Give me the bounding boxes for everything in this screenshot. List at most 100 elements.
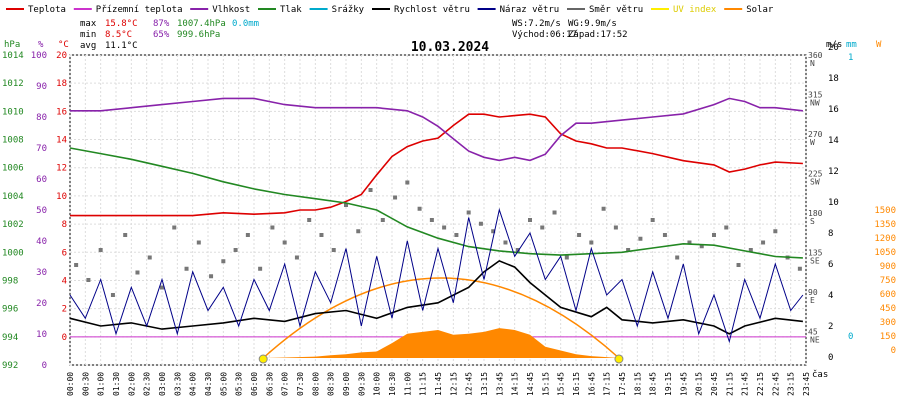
x-tick-label: 11:00 xyxy=(403,372,412,396)
wind-dir-point xyxy=(429,218,434,222)
legend-label-4: Srážky xyxy=(332,5,365,15)
uv-marker-1 xyxy=(614,354,624,364)
wind-dir-tick-label: NE xyxy=(810,336,820,345)
legend-label-2: Vlhkost xyxy=(212,5,250,15)
solar-tick: 300 xyxy=(880,318,896,328)
wind-dir-tick-label: E xyxy=(810,296,815,305)
rain-unit: mm xyxy=(846,40,857,50)
wind-dir-point xyxy=(564,255,569,260)
x-tick-label: 21:45 xyxy=(741,372,750,396)
solar-unit: W xyxy=(876,40,882,50)
humidity-tick: 90 xyxy=(36,82,47,92)
legend-label-7: Směr větru xyxy=(589,5,643,15)
temperature-tick: 8 xyxy=(62,220,67,230)
temperature-tick: 6 xyxy=(62,248,67,258)
wind-dir-point xyxy=(393,195,398,200)
wind-dir-point xyxy=(577,233,582,237)
pressure-tick: 1010 xyxy=(2,107,24,117)
wind-dir-point xyxy=(344,203,348,207)
wind-dir-point xyxy=(797,266,802,271)
wind-dir-tick-label: W xyxy=(810,138,815,147)
wind-dir-point xyxy=(307,218,312,222)
wind-dir-point xyxy=(662,233,667,237)
x-tick-label: 14:15 xyxy=(511,372,520,396)
x-tick-label: 13:45 xyxy=(495,372,504,396)
pressure-tick: 1002 xyxy=(2,220,24,230)
x-tick-label: 15:45 xyxy=(557,372,566,396)
wind-dir-tick-value: 45 xyxy=(808,328,818,337)
wind-dir-point xyxy=(233,248,238,252)
x-tick-label: 09:30 xyxy=(357,372,366,396)
x-tick-label: 18:15 xyxy=(633,372,642,396)
wind-speed-tick: 12 xyxy=(828,167,839,177)
wind-dir-point xyxy=(712,233,716,237)
solar-tick: 0 xyxy=(891,346,896,356)
wind-dir-point xyxy=(135,270,140,275)
wind-dir-point xyxy=(515,248,520,252)
humidity-tick: 0 xyxy=(42,361,47,371)
wind-dir-tick-value: 90 xyxy=(808,288,818,297)
x-tick-label: 03:00 xyxy=(158,372,167,396)
axis-units: hPa % °C m/s mm W čas xyxy=(4,40,882,380)
wind-speed-tick: 14 xyxy=(828,136,839,146)
wind-dir-point xyxy=(270,225,275,230)
wind-dir-point xyxy=(294,255,299,260)
wind-dir-point xyxy=(736,263,741,267)
wind-dir-point xyxy=(589,240,594,245)
wind-dir-point xyxy=(86,278,91,282)
x-tick-label: 08:00 xyxy=(311,372,320,396)
humidity-tick: 10 xyxy=(36,330,47,340)
series-line-0 xyxy=(70,113,803,217)
series-line-5 xyxy=(69,207,804,344)
stats-wg: WG:9.9m/s xyxy=(568,19,617,29)
wind-speed-tick: 2 xyxy=(828,322,833,332)
solar-tick: 1500 xyxy=(874,206,896,216)
legend-label-5: Rychlost větru xyxy=(394,5,470,15)
wind-dir-point xyxy=(528,218,532,222)
wind-speed-tick: 8 xyxy=(828,229,833,239)
temperature-tick: 4 xyxy=(62,276,67,286)
x-tick-label: 00:30 xyxy=(81,372,90,396)
wind-dir-point xyxy=(356,229,361,234)
temperature-tick: 14 xyxy=(56,136,67,146)
wind-speed-unit: m/s xyxy=(826,40,842,50)
wind-speed-tick: 16 xyxy=(828,105,839,115)
rain-tick: 1 xyxy=(848,53,853,63)
wind-dir-point xyxy=(98,248,103,252)
x-tick-label: 22:15 xyxy=(756,372,765,396)
x-tick-label: 23:45 xyxy=(802,372,811,396)
wind-dir-point xyxy=(466,210,471,215)
wind-dir-point xyxy=(209,274,214,279)
stats-sunset: Západ:17:52 xyxy=(568,30,628,40)
x-tick-label: 05:30 xyxy=(235,372,244,396)
x-tick-label: 20:45 xyxy=(710,372,719,396)
x-tick-label: 02:00 xyxy=(127,372,136,396)
legend-label-6: Náraz větru xyxy=(500,5,560,15)
wind-dir-tick-value: 315 xyxy=(808,91,823,100)
wind-speed-tick: 20 xyxy=(828,43,839,53)
legend-label-8: UV index xyxy=(673,5,717,15)
x-tick-label: 05:00 xyxy=(219,372,228,396)
chart-title: 10.03.2024 xyxy=(411,40,489,55)
wind-dir-point xyxy=(282,240,287,245)
wind-dir-point xyxy=(748,248,753,252)
legend: Teplota Přízemní teplota Vlhkost Tlak Srážky… xyxy=(6,5,774,15)
humidity-tick: 40 xyxy=(36,237,47,247)
temperature-tick: 12 xyxy=(56,164,67,174)
solar-layer xyxy=(262,277,620,359)
x-tick-label: 17:15 xyxy=(603,372,612,396)
stats-block: max 15.8°C 87% 1007.4hPa 0.0mm min 8.5°C… xyxy=(80,19,628,51)
wind-dir-point xyxy=(699,244,704,249)
solar-tick: 900 xyxy=(880,262,896,272)
wind-dir-tick-label: SW xyxy=(810,178,820,187)
x-tick-label: 17:45 xyxy=(618,372,627,396)
wind-dir-point xyxy=(172,225,177,230)
stats-min-hum: 65% xyxy=(153,30,170,40)
wind-dir-point xyxy=(540,225,545,230)
wind-dir-point xyxy=(380,218,385,222)
x-tick-label: 11:15 xyxy=(419,372,428,396)
lines-layer xyxy=(69,97,804,364)
stats-min-label: min xyxy=(80,30,96,40)
temperature-unit: °C xyxy=(58,40,69,50)
x-tick-label: 12:15 xyxy=(449,372,458,396)
